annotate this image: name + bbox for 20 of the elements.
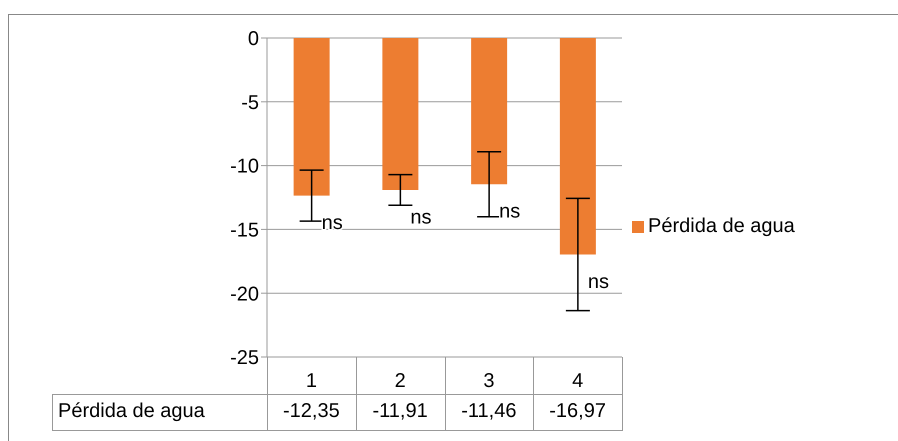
y-tick-label: -25: [230, 347, 259, 370]
y-tick-label: -15: [230, 220, 259, 242]
x-tick-label: 2: [394, 370, 406, 392]
y-tick-label: -20: [230, 283, 259, 306]
annotation: ns: [499, 200, 520, 223]
y-tick-label: -10: [230, 156, 259, 178]
x-tick-label: 4: [572, 370, 584, 392]
data-label: -11,91: [372, 400, 429, 423]
annotation: ns: [588, 270, 609, 293]
legend-label: Pérdida de agua: [648, 215, 795, 238]
y-tick-label: 0: [248, 28, 259, 50]
x-tick-label: 1: [306, 370, 317, 392]
y-tick-label: -5: [241, 92, 259, 114]
annotation: ns: [410, 206, 432, 228]
x-tick-label: 3: [483, 370, 494, 392]
text: Pérdida de agua: [58, 400, 205, 422]
annotation: ns: [322, 212, 343, 234]
data-label: -16,97: [548, 400, 607, 423]
data-label: -12,35: [282, 400, 341, 423]
data-label: -11,46: [460, 400, 518, 423]
